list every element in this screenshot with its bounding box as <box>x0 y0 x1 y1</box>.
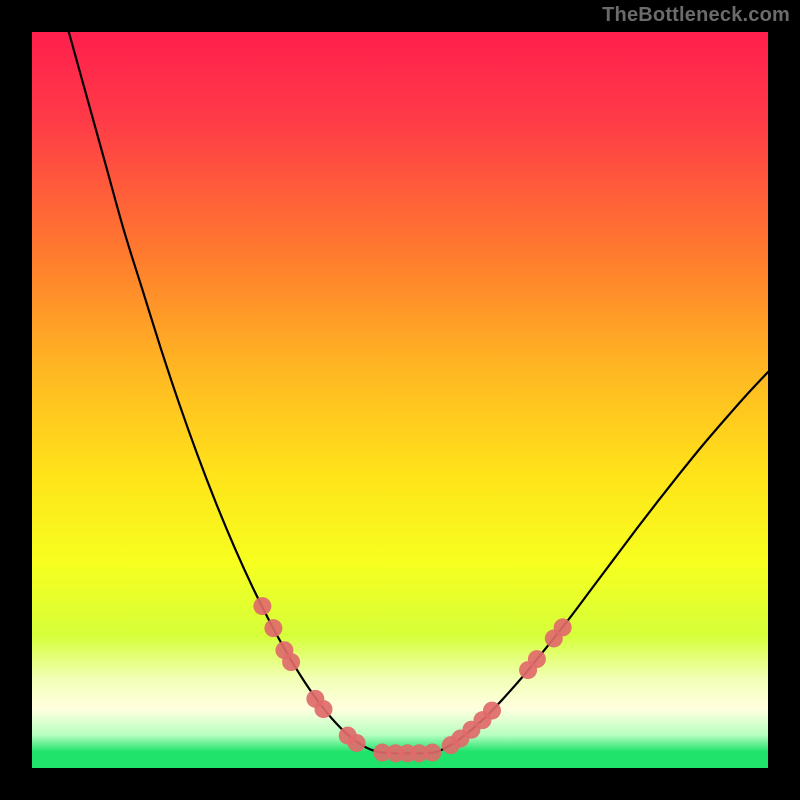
bead-marker <box>264 619 282 637</box>
bead-marker <box>528 650 546 668</box>
bead-marker <box>483 702 501 720</box>
chart-frame: TheBottleneck.com <box>0 0 800 800</box>
plot-area <box>32 32 768 768</box>
curve-overlay <box>32 32 768 768</box>
bead-marker <box>348 734 366 752</box>
bead-marker <box>282 653 300 671</box>
watermark-text: TheBottleneck.com <box>602 4 790 27</box>
bead-markers <box>253 597 571 762</box>
bead-marker <box>314 700 332 718</box>
bead-marker <box>423 744 441 762</box>
valley-curve <box>69 32 768 753</box>
bead-marker <box>253 597 271 615</box>
bead-marker <box>554 618 572 636</box>
